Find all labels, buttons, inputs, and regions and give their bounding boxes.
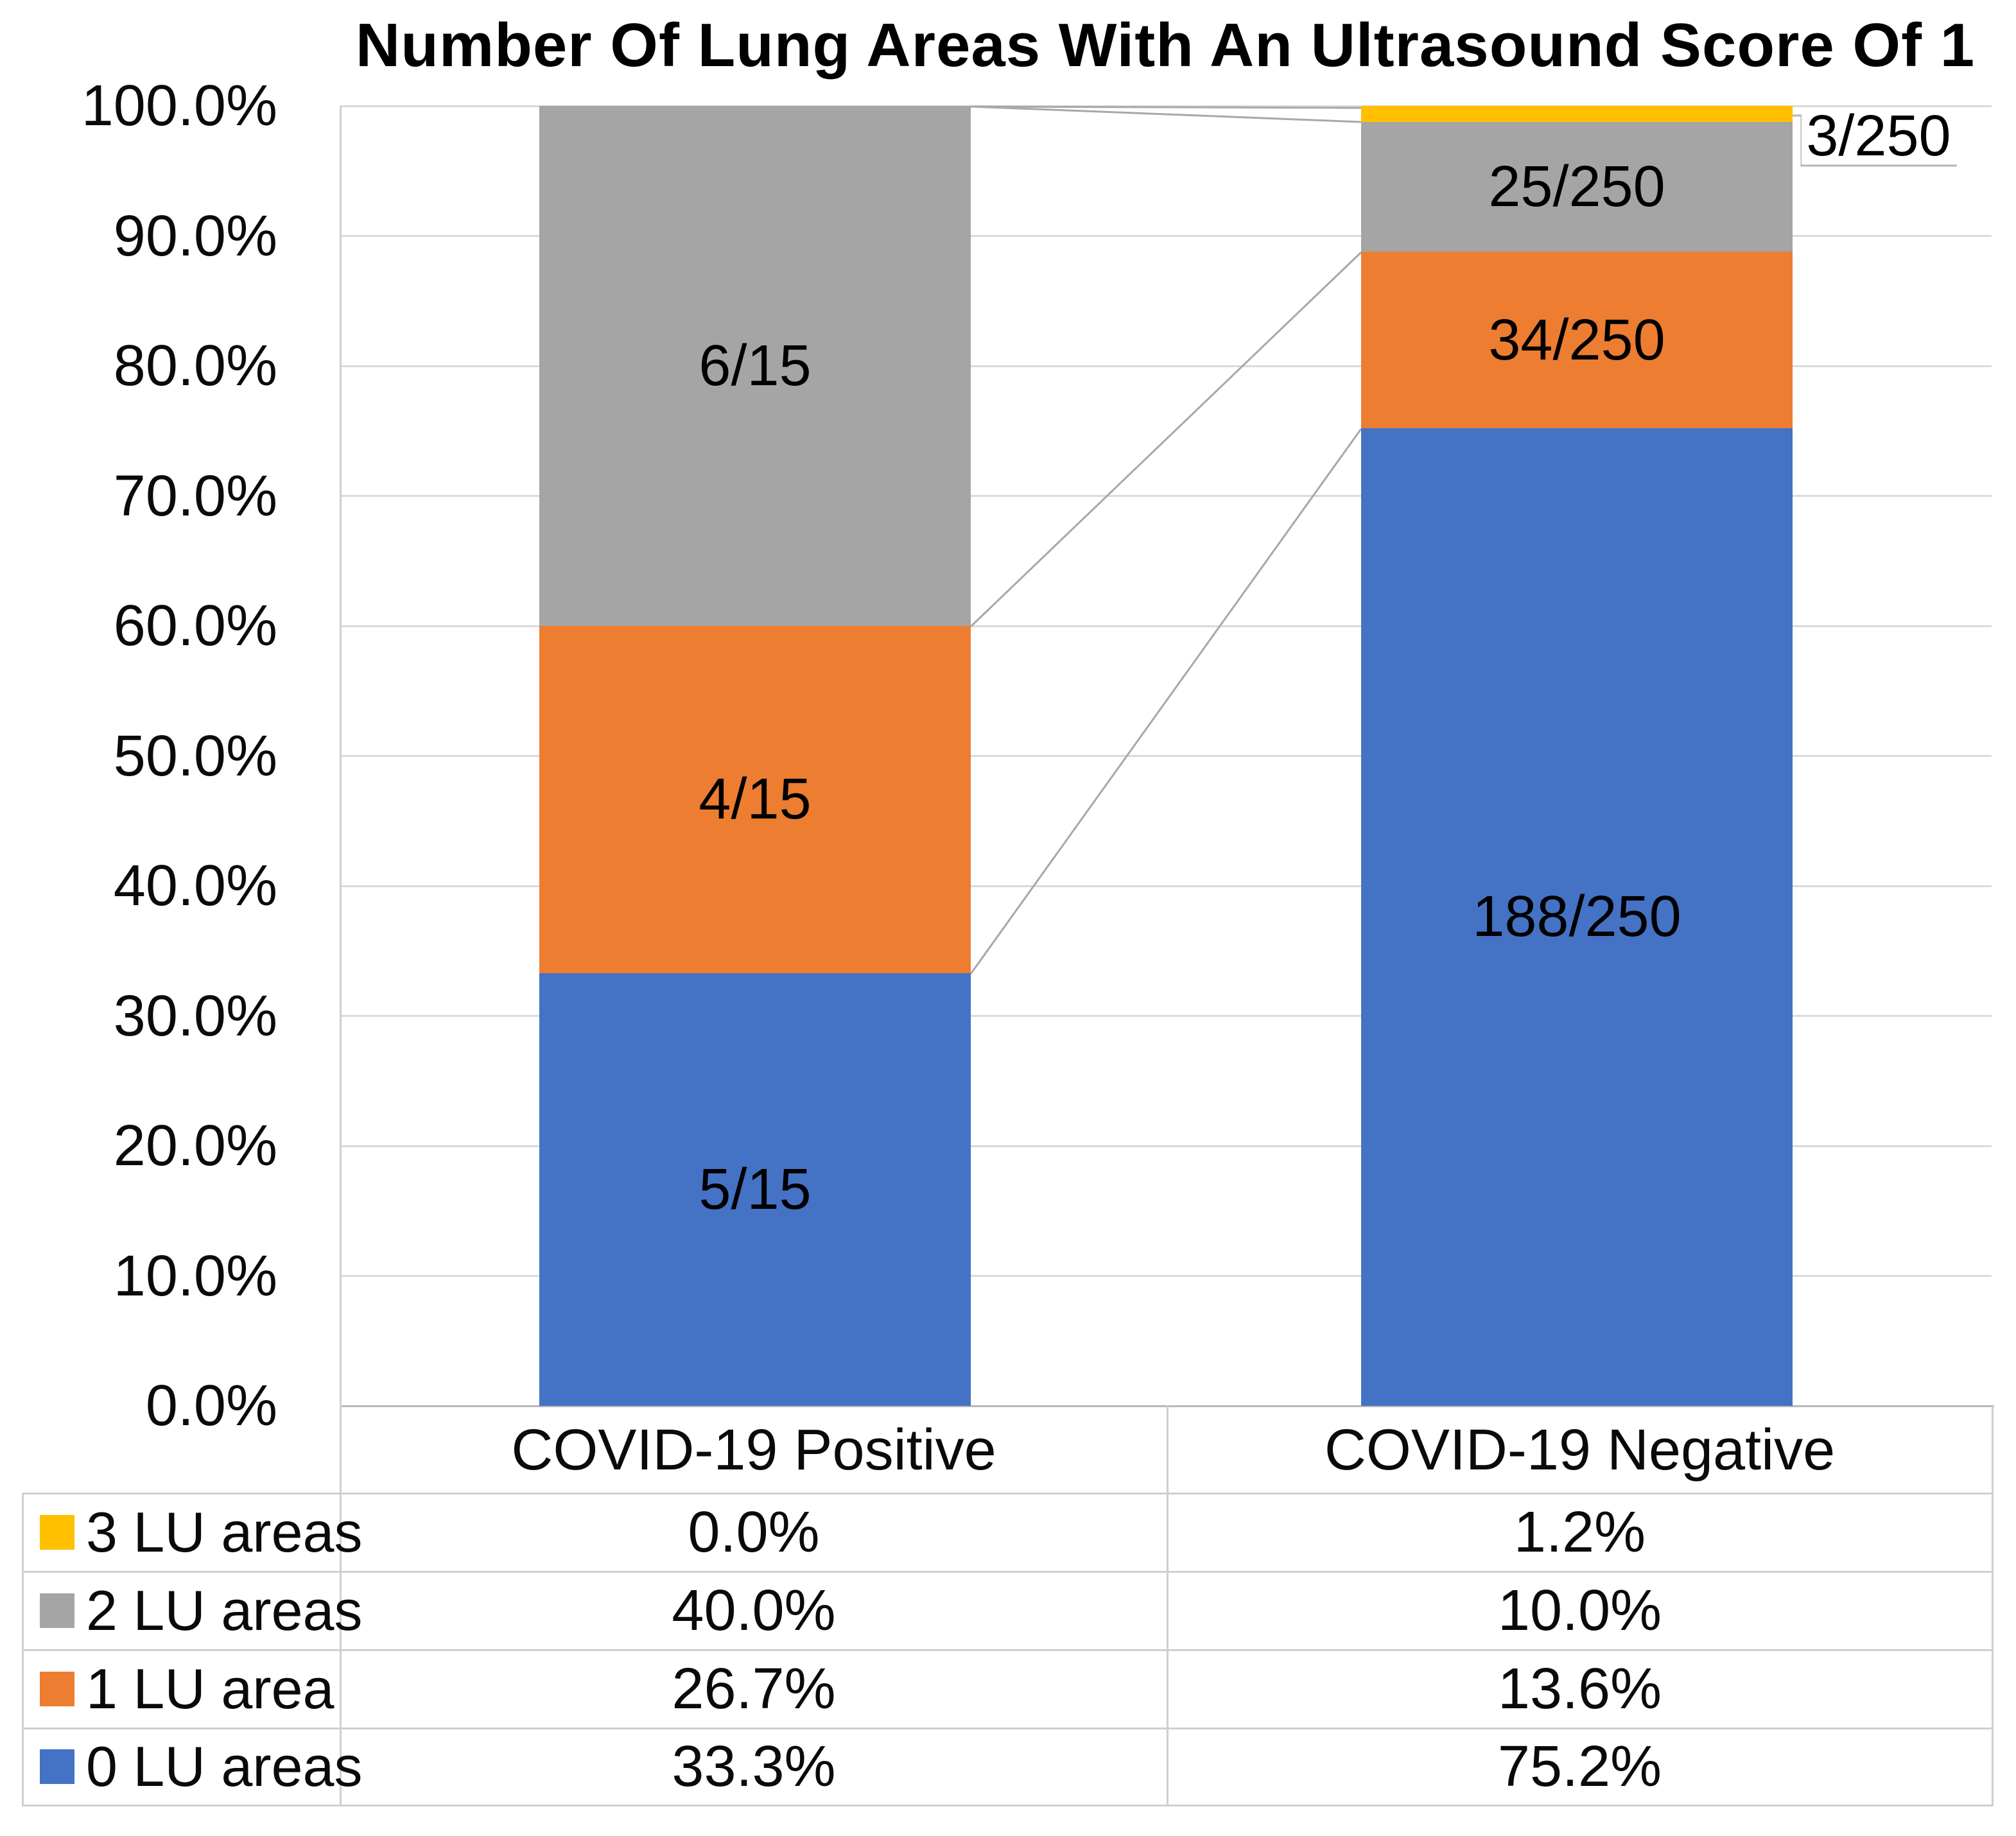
table-cell: 33.3% xyxy=(672,1735,836,1799)
y-axis-tick-label: 50.0% xyxy=(113,724,277,788)
category-label-positive: COVID-19 Positive xyxy=(511,1418,996,1482)
y-axis-tick-label: 40.0% xyxy=(113,854,277,918)
gridline xyxy=(340,1145,1992,1147)
segment-1-lu-area-positive xyxy=(539,626,971,973)
legend-label: 1 LU area xyxy=(86,1657,335,1720)
plot-left-border xyxy=(340,106,342,1805)
table-cell: 0.0% xyxy=(688,1500,820,1564)
table-cell: 1.2% xyxy=(1513,1500,1646,1564)
gridline xyxy=(340,235,1992,237)
series-line-0-lu-areas xyxy=(969,428,1362,974)
data-label: 25/250 xyxy=(1488,155,1665,219)
y-axis-tick-label: 20.0% xyxy=(113,1114,277,1178)
series-line-1-lu-area xyxy=(969,251,1362,628)
legend-label: 0 LU areas xyxy=(86,1735,363,1798)
y-axis-tick-label: 0.0% xyxy=(145,1374,277,1438)
table-cell: 13.6% xyxy=(1497,1657,1662,1721)
gridline xyxy=(340,1275,1992,1277)
legend-swatch-3-lu-areas xyxy=(40,1515,74,1550)
chart-title: Number Of Lung Areas With An Ultrasound … xyxy=(355,11,1976,80)
legend-swatch-0-lu-areas xyxy=(40,1749,74,1784)
y-axis-tick-label: 70.0% xyxy=(113,464,277,528)
y-axis-tick-label: 80.0% xyxy=(113,334,277,398)
legend-swatch-1-lu-area xyxy=(40,1672,74,1706)
table-border xyxy=(22,1805,1994,1806)
y-axis-tick-label: 60.0% xyxy=(113,594,277,658)
segment-2-lu-areas-positive xyxy=(539,106,971,626)
y-axis-tick-label: 30.0% xyxy=(113,984,277,1048)
legend-label: 2 LU areas xyxy=(86,1579,363,1642)
y-axis-tick-label: 100.0% xyxy=(81,74,277,138)
table-cell: 75.2% xyxy=(1497,1735,1662,1799)
table-cell: 10.0% xyxy=(1497,1579,1662,1643)
data-label: 4/15 xyxy=(699,767,812,831)
data-label: 6/15 xyxy=(699,334,812,398)
table-border xyxy=(22,1493,1994,1494)
category-label-negative: COVID-19 Negative xyxy=(1324,1418,1836,1482)
gridline xyxy=(340,1015,1992,1017)
table-cell: 40.0% xyxy=(672,1579,836,1643)
segment-1-lu-area-negative xyxy=(1361,252,1793,428)
table-cell: 26.7% xyxy=(672,1657,836,1721)
table-border xyxy=(22,1649,1994,1651)
data-label: 5/15 xyxy=(699,1157,812,1222)
callout-data-label: 3/250 xyxy=(1802,107,1956,165)
segment-3-lu-areas-negative xyxy=(1361,106,1793,122)
legend-label: 3 LU areas xyxy=(86,1500,363,1564)
legend-swatch-2-lu-areas xyxy=(40,1593,74,1628)
data-label: 34/250 xyxy=(1488,308,1665,372)
data-label: 188/250 xyxy=(1472,885,1681,949)
table-border xyxy=(1992,1406,1994,1805)
y-axis-tick-label: 10.0% xyxy=(113,1244,277,1308)
y-axis-tick-label: 90.0% xyxy=(113,204,277,268)
segment-0-lu-areas-positive xyxy=(539,973,971,1406)
segment-0-lu-areas-negative xyxy=(1361,428,1793,1406)
table-border xyxy=(22,1571,1994,1573)
table-border xyxy=(1167,1406,1169,1805)
series-line-2-lu-areas xyxy=(970,105,1362,123)
segment-2-lu-areas-negative xyxy=(1361,122,1793,252)
table-border xyxy=(22,1728,1994,1729)
